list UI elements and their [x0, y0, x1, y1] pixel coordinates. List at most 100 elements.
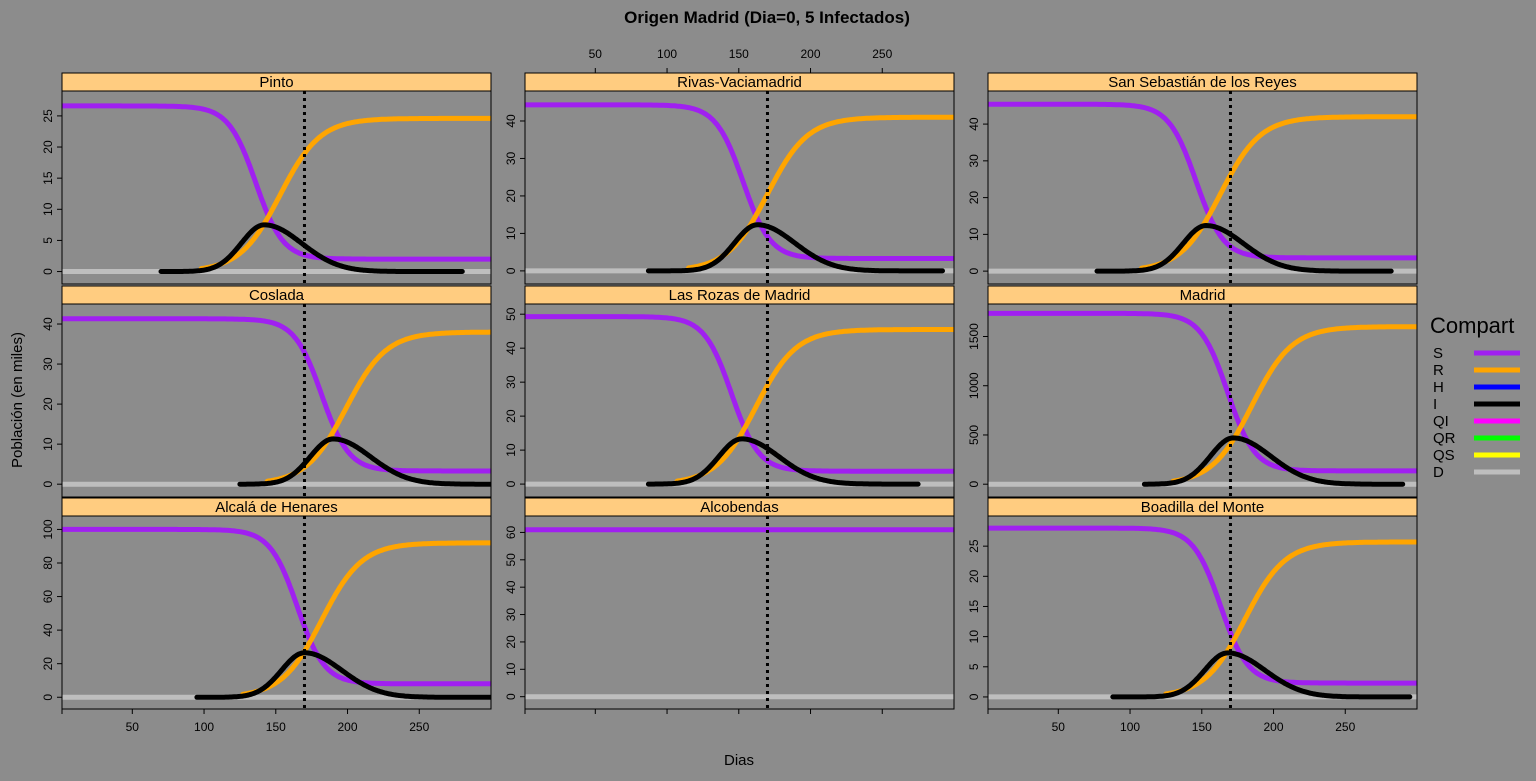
x-tick-label: 150 [266, 720, 286, 734]
series-line-R [1170, 324, 1417, 484]
x-tick-label: 100 [1120, 720, 1140, 734]
y-tick-label: 20 [504, 409, 518, 423]
chart-title: Origen Madrid (Dia=0, 5 Infectados) [624, 8, 910, 27]
y-tick-label: 10 [504, 226, 518, 240]
x-tick-label: 50 [126, 720, 140, 734]
y-tick-label: 50 [504, 553, 518, 567]
panel: Pinto 0 5 10 15 20 25 [41, 72, 492, 285]
series-line-I [645, 222, 945, 274]
panel-frame [524, 90, 955, 285]
y-tick-label: 40 [504, 341, 518, 355]
panel-frame [61, 90, 492, 285]
panel-series [988, 310, 1417, 487]
y-tick-label: 30 [504, 375, 518, 389]
y-tick-label: 10 [41, 437, 55, 451]
y-tick-label: 1000 [967, 372, 981, 399]
y-tick-label: 10 [967, 227, 981, 241]
y-tick-label: 30 [967, 154, 981, 168]
legend-label: D [1433, 464, 1444, 481]
y-tick-label: 100 [41, 519, 55, 539]
panel-frame [987, 515, 1418, 710]
panel-series [62, 103, 491, 274]
panel-strip-label: Madrid [1180, 287, 1226, 304]
y-tick-label: 0 [41, 481, 55, 488]
y-tick-label: 15 [41, 171, 55, 185]
panel: Madrid 0 500 1000 1500 [967, 285, 1418, 498]
legend-label: I [1433, 396, 1437, 413]
series-line-R [264, 329, 491, 484]
legend-label: QR [1433, 430, 1456, 447]
panel-series [525, 314, 954, 487]
y-tick-label: 0 [41, 268, 55, 275]
y-tick-label: 5 [41, 237, 55, 244]
series-line-I [1110, 650, 1413, 700]
y-tick-label: 40 [504, 114, 518, 128]
series-line-S [62, 526, 491, 687]
panel-strip-label: Las Rozas de Madrid [669, 287, 811, 304]
y-tick-label: 0 [967, 693, 981, 700]
y-tick-label: 20 [41, 140, 55, 154]
series-line-S [62, 316, 491, 474]
y-axis-label: Población (en miles) [9, 332, 26, 468]
y-tick-label: 80 [41, 556, 55, 570]
y-tick-label: 20 [967, 191, 981, 205]
panel-series [525, 527, 954, 700]
series-line-I [158, 222, 465, 274]
series-line-I [237, 436, 491, 487]
y-tick-label: 40 [504, 580, 518, 594]
y-tick-label: 15 [967, 599, 981, 613]
y-tick-label: 0 [504, 480, 518, 487]
y-tick-label: 25 [41, 109, 55, 123]
legend-label: S [1433, 345, 1443, 362]
y-tick-label: 0 [504, 693, 518, 700]
y-tick-label: 500 [967, 425, 981, 445]
series-line-R [1163, 539, 1417, 697]
y-tick-label: 30 [504, 608, 518, 622]
panel-series [988, 525, 1417, 700]
y-tick-label: 0 [967, 481, 981, 488]
x-tick-label-top: 200 [801, 47, 821, 61]
y-tick-label: 30 [504, 151, 518, 165]
panel: Alcobendas 0 10 20 30 40 50 60 [504, 497, 955, 714]
x-tick-label: 100 [194, 720, 214, 734]
y-tick-label: 10 [967, 630, 981, 644]
series-line-S [525, 314, 954, 474]
panel-frame [987, 90, 1418, 285]
series-line-I [1141, 435, 1406, 487]
y-tick-label: 50 [504, 307, 518, 321]
series-line-I [194, 650, 491, 700]
panel-series [62, 316, 491, 487]
x-tick-label-top: 50 [589, 47, 603, 61]
y-tick-label: 0 [967, 267, 981, 274]
panel: Rivas-Vaciamadrid 0 10 20 30 40 50 100 150 200 250 [504, 47, 955, 285]
x-tick-label: 200 [338, 720, 358, 734]
y-tick-label: 10 [504, 443, 518, 457]
panel-series [988, 101, 1417, 274]
series-line-S [525, 102, 954, 261]
panel: Las Rozas de Madrid 0 10 20 30 40 50 [504, 285, 955, 498]
y-tick-label: 1500 [967, 323, 981, 350]
x-tick-label: 250 [1335, 720, 1355, 734]
panel-strip-label: Coslada [249, 287, 305, 304]
legend-label: H [1433, 379, 1444, 396]
panel-frame [524, 303, 955, 498]
panel-frame [987, 303, 1418, 498]
panel-frame [61, 303, 492, 498]
panel-frame [524, 515, 955, 710]
legend-label: QS [1433, 447, 1455, 464]
panel-frame [61, 515, 492, 710]
y-tick-label: 10 [41, 202, 55, 216]
legend-title: Compart [1430, 313, 1514, 338]
y-tick-label: 25 [967, 539, 981, 553]
panel-series [525, 102, 954, 274]
panel: San Sebastián de los Reyes 0 10 20 30 40 [967, 72, 1418, 285]
series-line-I [1094, 223, 1394, 274]
y-tick-label: 0 [41, 694, 55, 701]
panel-strip-label: Rivas-Vaciamadrid [677, 74, 802, 91]
panel-strip-label: Pinto [259, 74, 293, 91]
x-tick-label: 200 [1264, 720, 1284, 734]
panel-series [62, 526, 491, 700]
panel: Coslada 0 10 20 30 40 [41, 285, 492, 498]
